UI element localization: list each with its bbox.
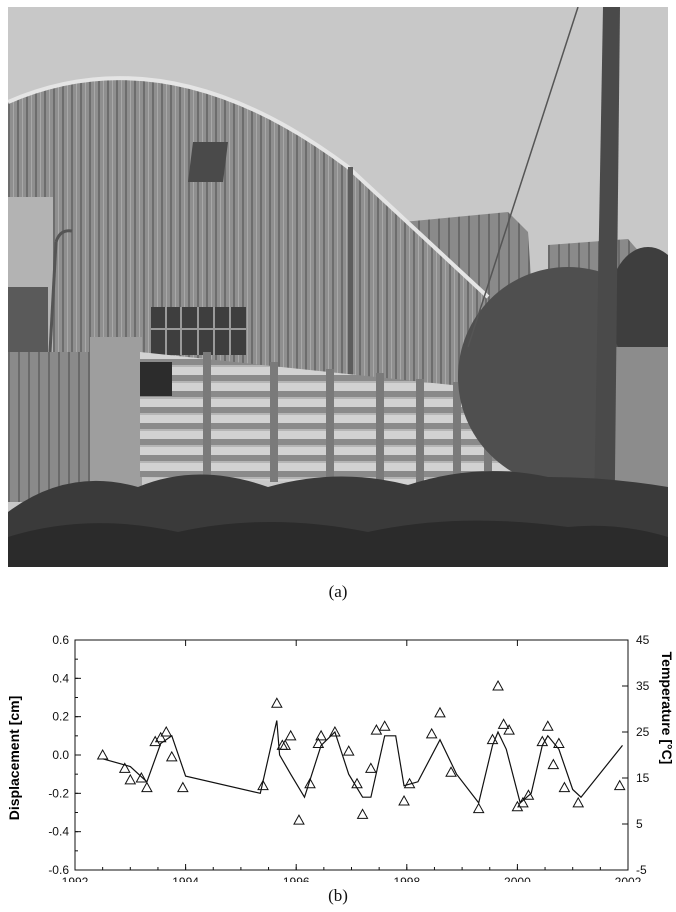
data-point-triangle xyxy=(472,802,485,814)
data-point-triangle xyxy=(403,777,416,789)
data-point-triangle xyxy=(315,729,327,741)
data-point-triangle xyxy=(434,706,446,718)
data-point-triangle xyxy=(154,731,167,743)
y2-tick-label: 5 xyxy=(636,817,643,831)
caption-a: (a) xyxy=(328,582,348,601)
data-point-triangle xyxy=(312,737,325,748)
data-point-triangle xyxy=(370,724,383,735)
data-point-triangle xyxy=(270,697,283,708)
data-point-triangle xyxy=(445,766,457,777)
x-tick-label: 2002 xyxy=(615,875,642,882)
y-tick-label: -0.6 xyxy=(48,863,69,877)
data-point-triangle xyxy=(257,779,269,791)
data-point-triangle xyxy=(572,796,585,808)
data-point-triangle xyxy=(522,789,535,800)
data-point-triangle xyxy=(558,781,571,793)
y2-tick-label: 35 xyxy=(636,679,650,693)
displacement-chart: 1992 1994 1996 1998 2000 2002 0.6 0.4 0.2 0.0 -0.2… xyxy=(6,633,675,882)
data-point-triangle xyxy=(517,796,529,808)
data-point-triangle xyxy=(536,735,549,747)
data-point-triangle xyxy=(553,737,565,748)
data-point-triangle xyxy=(356,808,369,819)
data-point-triangle xyxy=(503,724,515,735)
data-point-triangle xyxy=(284,729,297,741)
data-point-triangle xyxy=(497,718,510,729)
data-point-triangle xyxy=(96,748,109,760)
temperature-polyline xyxy=(102,720,623,805)
x-tick-label: 2000 xyxy=(504,875,531,882)
data-point-triangle xyxy=(304,777,316,789)
x-tick-label: 1996 xyxy=(283,875,310,882)
y-tick-label: -0.2 xyxy=(48,786,69,800)
data-point-triangle xyxy=(176,781,189,793)
y2-tick-label: 25 xyxy=(636,725,650,739)
data-point-triangle xyxy=(425,727,438,739)
x-tick-label: 1994 xyxy=(172,875,199,882)
y-tick-label: 0.0 xyxy=(52,748,69,762)
data-point-triangle xyxy=(547,758,560,770)
data-point-triangle xyxy=(398,794,410,806)
y-tick-label: 0.2 xyxy=(52,710,69,724)
x-tick-label: 1998 xyxy=(393,875,420,882)
caption-b: (b) xyxy=(328,886,348,905)
data-point-triangle xyxy=(541,720,554,731)
y2-axis-label: Temperature [°C] xyxy=(659,652,675,765)
x-tick-label: 1992 xyxy=(62,875,89,882)
displacement-markers xyxy=(96,679,626,825)
y-axis-label: Displacement [cm] xyxy=(6,696,22,820)
data-point-triangle xyxy=(165,750,178,762)
data-point-triangle xyxy=(149,735,162,747)
data-point-triangle xyxy=(135,771,148,783)
data-point-triangle xyxy=(329,725,341,737)
data-point-triangle xyxy=(511,800,524,812)
data-point-triangle xyxy=(613,779,626,791)
data-point-triangle xyxy=(279,739,291,750)
data-point-triangle xyxy=(342,745,355,756)
axis-ticks: 1992 1994 1996 1998 2000 2002 0.6 0.4 0.2 0.0 -0.2… xyxy=(48,633,649,882)
y2-tick-label: 15 xyxy=(636,771,650,785)
data-point-triangle xyxy=(378,720,391,731)
y-tick-label: 0.6 xyxy=(52,633,69,647)
building-photo xyxy=(8,7,668,567)
data-point-triangle xyxy=(492,679,504,691)
y-tick-label: -0.4 xyxy=(48,825,69,839)
data-point-triangle xyxy=(351,777,363,789)
data-point-triangle xyxy=(365,762,377,773)
data-point-triangle xyxy=(486,733,499,745)
y-tick-label: 0.4 xyxy=(52,671,69,685)
data-point-triangle xyxy=(293,814,305,825)
data-point-triangle xyxy=(141,781,153,793)
temperature-line xyxy=(102,720,623,805)
data-point-triangle xyxy=(118,762,131,773)
y2-tick-label: -5 xyxy=(636,863,647,877)
data-point-triangle xyxy=(160,725,173,737)
data-point-triangle xyxy=(124,773,137,785)
y2-tick-label: 45 xyxy=(636,633,650,647)
